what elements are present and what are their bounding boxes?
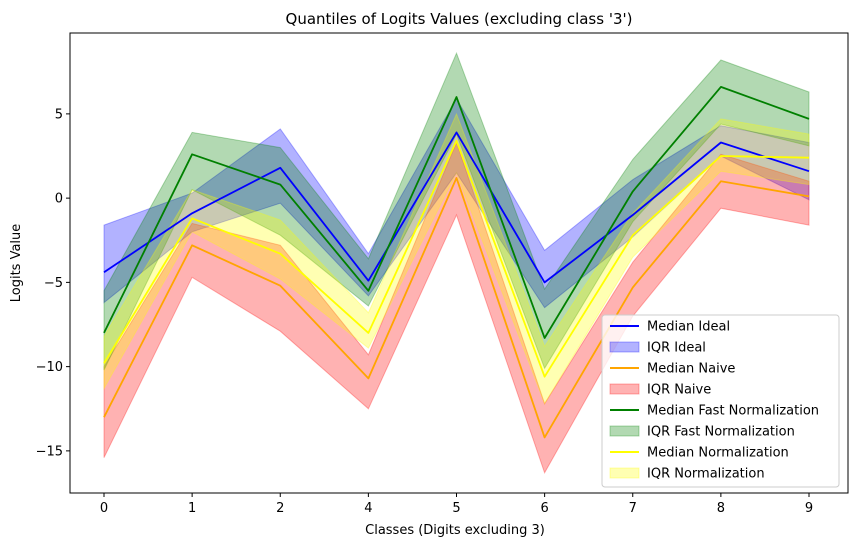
iqr-band-1 bbox=[103, 97, 810, 309]
legend-patch-marker bbox=[609, 383, 640, 395]
x-axis: 0 1 2 4 5 6 7 8 9 bbox=[100, 493, 813, 516]
chart-title: Quantiles of Logits Values (excluding cl… bbox=[286, 10, 633, 28]
median-line-3 bbox=[103, 86, 810, 339]
x-tick-label: 2 bbox=[276, 501, 284, 516]
y-tick-label: −10 bbox=[36, 360, 63, 375]
legend-patch-marker bbox=[609, 425, 640, 437]
x-axis-title: Classes (Digits excluding 3) bbox=[365, 523, 545, 538]
iqr-band-3 bbox=[103, 51, 810, 371]
legend-label: Median Normalization bbox=[647, 446, 789, 461]
legend-patch-marker bbox=[609, 467, 640, 479]
y-axis: −15 −10 −5 0 5 bbox=[36, 107, 70, 459]
x-tick-label: 6 bbox=[540, 501, 548, 516]
plot-frame bbox=[69, 32, 849, 494]
legend-box bbox=[601, 314, 840, 488]
legend-label: IQR Fast Normalization bbox=[647, 425, 795, 440]
y-tick-label: −5 bbox=[44, 276, 63, 291]
legend-label: Median Naive bbox=[647, 362, 735, 377]
legend: Median Ideal IQR Ideal Median Naive IQR Nai… bbox=[601, 314, 840, 488]
median-line-4 bbox=[103, 139, 810, 378]
median-line-1 bbox=[103, 131, 810, 284]
x-tick-label: 8 bbox=[717, 501, 725, 516]
legend-patch-marker bbox=[609, 341, 640, 353]
y-tick-label: 5 bbox=[55, 107, 63, 122]
y-tick-label: −15 bbox=[36, 444, 63, 459]
legend-label: IQR Ideal bbox=[647, 341, 706, 356]
x-tick-label: 4 bbox=[364, 501, 372, 516]
x-tick-label: 1 bbox=[188, 501, 196, 516]
legend-label: IQR Naive bbox=[647, 383, 711, 398]
y-tick-label: 0 bbox=[55, 192, 63, 207]
median-line-2 bbox=[103, 176, 810, 439]
iqr-band-2 bbox=[103, 141, 810, 475]
x-tick-label: 0 bbox=[100, 501, 108, 516]
iqr-band-4 bbox=[103, 112, 810, 405]
x-tick-label: 9 bbox=[805, 501, 813, 516]
median-lines bbox=[103, 86, 810, 439]
iqr-bands bbox=[103, 51, 810, 475]
y-axis-title: Logits Value bbox=[9, 224, 24, 303]
legend-label: Median Fast Normalization bbox=[647, 404, 819, 419]
legend-label: IQR Normalization bbox=[647, 467, 765, 482]
legend-label: Median Ideal bbox=[647, 320, 730, 335]
x-tick-label: 5 bbox=[452, 501, 460, 516]
x-tick-label: 7 bbox=[629, 501, 637, 516]
